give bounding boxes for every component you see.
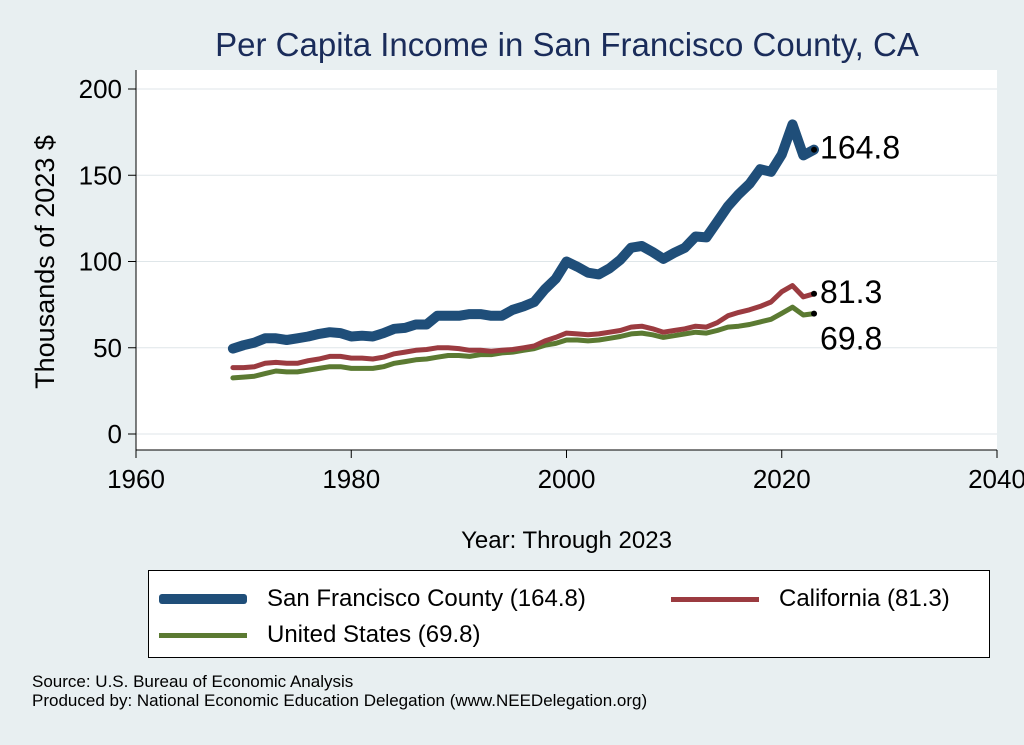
end-marker-san-francisco: [811, 146, 818, 153]
chart-title: Per Capita Income in San Francisco Count…: [215, 26, 919, 63]
legend-swatch-san-francisco: [159, 594, 247, 604]
x-tick-label-1980: 1980: [322, 464, 380, 494]
legend-label-california: California (81.3): [779, 585, 950, 612]
end-label-california: 81.3: [820, 274, 882, 310]
end-marker-united-states: [811, 310, 818, 317]
legend-swatch-california: [671, 596, 759, 602]
y-axis-title: Thousands of 2023 $: [30, 135, 60, 389]
x-axis-title: Year: Through 2023: [461, 527, 672, 554]
x-tick-label-2000: 2000: [538, 464, 596, 494]
series-line-california: [230, 283, 817, 371]
end-label-san-francisco: 164.8: [820, 130, 900, 166]
y-tick-label-150: 150: [79, 160, 122, 190]
legend-label-san-francisco: San Francisco County (164.8): [267, 585, 586, 612]
end-marker-california: [811, 290, 818, 297]
source-notes: Source: U.S. Bureau of Economic Analysis…: [32, 672, 647, 710]
y-tick-label-200: 200: [79, 74, 122, 104]
series-line-san-francisco: [227, 119, 819, 354]
end-label-united-states: 69.8: [820, 321, 882, 357]
legend-item-united-states: United States (69.8): [159, 621, 480, 649]
legend-swatch-united-states: [159, 632, 247, 638]
produced-by-text: Produced by: National Economic Education…: [32, 691, 648, 710]
y-tick-label-100: 100: [79, 247, 122, 277]
legend-item-california: California (81.3): [671, 585, 950, 613]
y-tick-label-0: 0: [108, 419, 122, 449]
x-tick-label-2040: 2040: [968, 464, 1024, 494]
x-tick-label-1960: 1960: [107, 464, 165, 494]
legend-item-san-francisco: San Francisco County (164.8): [159, 585, 586, 613]
legend-label-united-states: United States (69.8): [267, 621, 481, 648]
legend: San Francisco County (164.8) California …: [148, 570, 990, 658]
x-tick-label-2020: 2020: [753, 464, 811, 494]
y-tick-label-50: 50: [93, 333, 122, 363]
source-text: Source: U.S. Bureau of Economic Analysis: [32, 672, 354, 691]
